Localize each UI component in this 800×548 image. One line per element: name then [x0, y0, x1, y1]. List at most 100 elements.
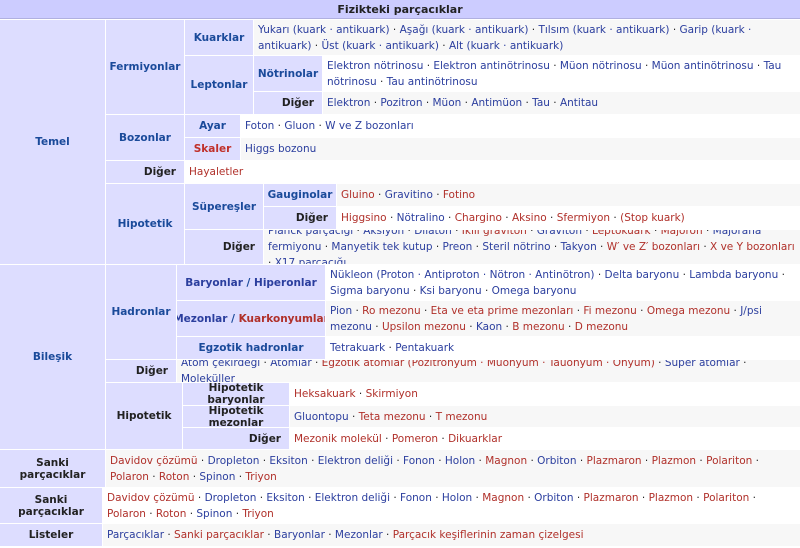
- list-item-link[interactable]: Fonon: [400, 491, 432, 504]
- list-item-link[interactable]: Higgs bozonu: [245, 143, 317, 155]
- list-item-link[interactable]: W ve Z bozonları: [325, 120, 414, 132]
- list-item-link[interactable]: Sanki parçacıklar: [174, 529, 264, 541]
- list-item-link[interactable]: Pomeron: [391, 432, 439, 445]
- list-item-link[interactable]: Parçacık keşiflerinin zaman çizelgesi: [392, 529, 584, 541]
- list-item-link[interactable]: Polaron: [107, 507, 146, 520]
- list-item-link[interactable]: Antitau: [559, 97, 599, 109]
- list-item-link[interactable]: Heksakuark: [294, 388, 356, 400]
- list-item-link[interactable]: Sigma baryonu: [330, 284, 410, 297]
- list-item-link[interactable]: Gluon: [284, 120, 316, 132]
- list-item-link[interactable]: Aksino: [511, 212, 547, 224]
- list-item-link[interactable]: Fonon: [403, 454, 435, 467]
- list-item-link[interactable]: Plazmon: [651, 454, 697, 467]
- list-item-link[interactable]: Pion: [330, 304, 353, 317]
- list-item-link[interactable]: Planck parçacığı: [268, 230, 354, 237]
- list-item-link[interactable]: Yukarı (kuark · antikuark): [258, 23, 390, 36]
- list-item-link[interactable]: Majoron: [660, 230, 703, 237]
- list-item-link[interactable]: Üst (kuark · antikuark): [321, 39, 439, 52]
- list-item-link[interactable]: Teta mezonu: [358, 410, 426, 423]
- list-item-link[interactable]: J/psi mezonu: [330, 304, 762, 333]
- list-item-link[interactable]: Moleküller: [181, 373, 235, 382]
- list-item-link[interactable]: Omega baryonu: [491, 284, 577, 297]
- list-item-link[interactable]: Roton: [158, 470, 190, 483]
- mezonlar-link[interactable]: Mezonlar: [177, 312, 228, 325]
- list-item-link[interactable]: Garip (kuark · antikuark): [258, 23, 752, 52]
- list-item-link[interactable]: Higgsino: [341, 212, 387, 224]
- list-item-link[interactable]: Alt (kuark · antikuark): [448, 39, 564, 52]
- list-item-link[interactable]: Eksiton: [269, 454, 308, 467]
- list-item-link[interactable]: Tılsım (kuark · antikuark): [538, 23, 670, 36]
- list-item-link[interactable]: Egzotik atomlar (Pozitronyum · Müonyum ·…: [321, 360, 655, 369]
- list-item-link[interactable]: Nükleon (Proton · Antiproton · Nötron · …: [330, 268, 595, 281]
- list-item-link[interactable]: Magnon: [482, 491, 525, 504]
- list-item-link[interactable]: Holon: [441, 491, 473, 504]
- list-item-link[interactable]: Atom çekirdeği: [181, 360, 261, 369]
- group-skaler[interactable]: Skaler: [185, 138, 240, 160]
- list-item-link[interactable]: Tau: [532, 97, 550, 109]
- list-item-link[interactable]: Pentakuark: [395, 342, 455, 354]
- list-item-link[interactable]: B mezonu: [512, 320, 565, 333]
- list-item-link[interactable]: Kaon: [475, 320, 503, 333]
- list-item-link[interactable]: Dikuarklar: [448, 432, 503, 445]
- list-item-link[interactable]: Nötralino: [396, 212, 445, 224]
- list-item-link[interactable]: T mezonu: [435, 410, 488, 423]
- list-item-link[interactable]: Dilaton: [414, 230, 452, 237]
- list-item-link[interactable]: Delta baryonu: [604, 268, 680, 281]
- group-mezonlar[interactable]: Mezonlar / Kuarkonyumlar: [177, 301, 325, 336]
- list-item-link[interactable]: Lambda baryonu: [689, 268, 779, 281]
- list-item-link[interactable]: Müon nötrinosu: [559, 59, 642, 72]
- list-item-link[interactable]: Elektron antinötrinosu: [433, 59, 550, 72]
- list-item-link[interactable]: Takyon: [560, 241, 597, 253]
- list-item-link[interactable]: Holon: [444, 454, 476, 467]
- list-item-link[interactable]: Spinon: [196, 507, 233, 520]
- group-bozonlar[interactable]: Bozonlar: [106, 115, 184, 160]
- group-temel[interactable]: Temel: [0, 20, 105, 264]
- list-item-link[interactable]: Fotino: [442, 189, 476, 201]
- list-item-link[interactable]: Tetrakuark: [330, 342, 386, 354]
- group-leptonlar[interactable]: Leptonlar: [185, 56, 253, 114]
- list-item-link[interactable]: Baryonlar: [273, 529, 325, 541]
- list-item-link[interactable]: Gluino: [341, 189, 375, 201]
- list-item-link[interactable]: Mezonik molekül: [294, 432, 382, 445]
- kuarkonyumlar-link[interactable]: Kuarkonyumlar: [238, 312, 325, 325]
- list-item-link[interactable]: Müon antinötrinosu: [651, 59, 754, 72]
- group-ayar[interactable]: Ayar: [185, 115, 240, 137]
- list-item-link[interactable]: Triyon: [242, 507, 274, 520]
- list-item-link[interactable]: (Stop kuark): [620, 212, 685, 224]
- list-item-link[interactable]: Elektron deliği: [314, 491, 391, 504]
- list-item-link[interactable]: Tau antinötrinosu: [386, 75, 478, 88]
- list-item-link[interactable]: Dropleton: [204, 491, 257, 504]
- list-item-link[interactable]: Mezonlar: [334, 529, 383, 541]
- list-item-link[interactable]: Roton: [155, 507, 187, 520]
- list-item-link[interactable]: Preon: [442, 241, 473, 253]
- list-item-link[interactable]: Parçacıklar: [107, 529, 165, 541]
- list-item-link[interactable]: İkili graviton: [461, 230, 527, 237]
- list-item-link[interactable]: Plazmaron: [586, 454, 642, 467]
- group-kuarklar[interactable]: Kuarklar: [185, 20, 253, 55]
- list-item-link[interactable]: Davidov çözümü: [107, 491, 195, 504]
- list-item-link[interactable]: Müon: [432, 97, 462, 109]
- list-item-link[interactable]: Davidov çözümü: [110, 454, 198, 467]
- list-item-link[interactable]: Manyetik tek kutup: [331, 241, 433, 253]
- list-item-link[interactable]: Leptokuark: [592, 230, 651, 237]
- group-hipotetik[interactable]: Hipotetik: [106, 184, 184, 264]
- list-item-link[interactable]: W′ ve Z′ bozonları: [606, 241, 701, 253]
- list-item-link[interactable]: Steril nötrino: [482, 241, 551, 253]
- list-item-link[interactable]: Aşağı (kuark · antikuark): [399, 23, 529, 36]
- list-item-link[interactable]: Majorana fermiyonu: [268, 230, 762, 253]
- list-item-link[interactable]: Orbiton: [537, 454, 577, 467]
- list-item-link[interactable]: Polariton: [703, 491, 750, 504]
- group-bilesik[interactable]: Bileşik: [0, 265, 105, 449]
- list-item-link[interactable]: D mezonu: [574, 320, 629, 333]
- list-item-link[interactable]: X ve Y bozonları: [710, 241, 795, 253]
- list-item-link[interactable]: Sfermiyon: [556, 212, 611, 224]
- list-item-link[interactable]: Polaron: [110, 470, 149, 483]
- list-item-link[interactable]: Pozitron: [380, 97, 423, 109]
- list-item-link[interactable]: Skirmiyon: [365, 388, 418, 400]
- list-item-link[interactable]: Magnon: [485, 454, 528, 467]
- list-item-link[interactable]: Ro mezonu: [362, 304, 421, 317]
- group-hadronlar[interactable]: Hadronlar: [106, 265, 176, 359]
- list-item-link[interactable]: Aksiyon: [363, 230, 405, 237]
- hiperonlar-link[interactable]: Hiperonlar: [254, 276, 317, 289]
- list-item-link[interactable]: Ksi baryonu: [419, 284, 482, 297]
